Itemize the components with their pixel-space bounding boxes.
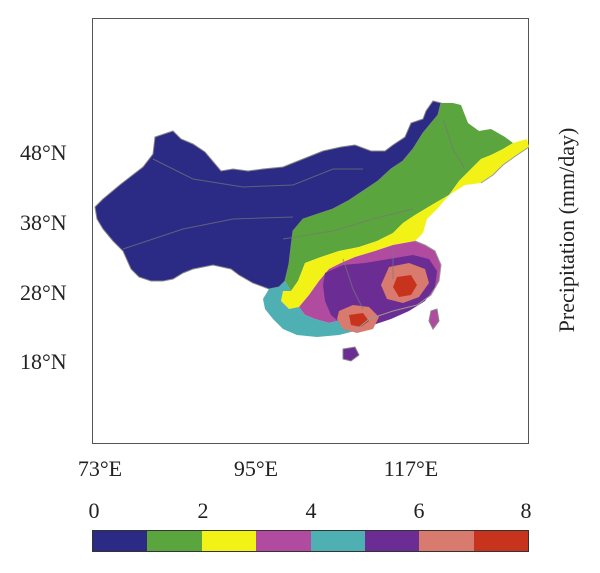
precipitation-axis-title: Precipitation (mm/day)	[554, 127, 579, 333]
lon-label-73e: 73°E	[77, 456, 123, 481]
lat-label-18n: 18°N	[20, 349, 67, 374]
lon-label-117e: 117°E	[383, 456, 439, 481]
coastline	[354, 146, 530, 332]
colorbar-label-2: 2	[197, 498, 209, 523]
region-yellow	[281, 139, 529, 309]
colorbar-label-0: 0	[88, 498, 100, 523]
region-red	[349, 275, 417, 327]
province-lines	[122, 118, 466, 310]
colorbar-label-8: 8	[520, 498, 532, 523]
map-panel	[92, 18, 530, 444]
region-green	[285, 103, 513, 291]
island-hainan	[342, 346, 360, 362]
colorbar-segment-3	[256, 531, 311, 551]
lat-label-28n: 28°N	[20, 280, 67, 305]
island-taiwan	[428, 308, 440, 330]
lon-label-95e: 95°E	[233, 456, 279, 481]
colorbar-segment-5	[364, 531, 420, 551]
colorbar-segment-2	[201, 531, 257, 551]
colorbar-segment-1	[147, 531, 202, 551]
colorbar	[92, 530, 529, 552]
colorbar-label-6: 6	[413, 498, 425, 523]
lat-label-38n: 38°N	[20, 210, 67, 235]
colorbar-segment-4	[310, 531, 365, 551]
colorbar-segment-6	[419, 531, 474, 551]
lat-label-48n: 48°N	[20, 140, 67, 165]
colorbar-segment-7	[473, 531, 528, 551]
precipitation-map	[94, 100, 530, 362]
colorbar-segment-0	[93, 531, 148, 551]
colorbar-label-4: 4	[305, 498, 317, 523]
